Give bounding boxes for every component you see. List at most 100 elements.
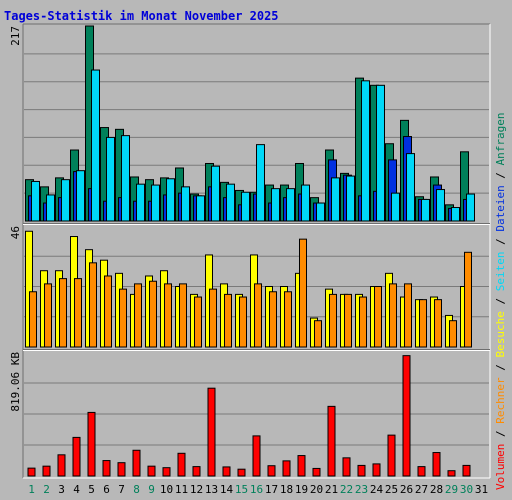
day-label-8: 8 [133,483,140,496]
bar-volumen-day-18 [282,460,291,477]
bar-rechner-day-1 [29,291,37,348]
legend-item-rechner: Rechner [494,377,507,424]
bar-rechner-day-8 [134,283,142,348]
day-label-7: 7 [118,483,125,496]
legend-separator: / [494,358,507,378]
bar-rechner-day-13 [209,288,217,348]
bar-volumen-day-13 [207,387,216,477]
chart-title: Tages-Statistik im Monat November 2025 [4,9,279,23]
bar-seiten-day-28 [436,189,445,222]
bar-seiten-day-27 [421,198,430,222]
bar-rechner-day-25 [389,283,397,348]
bar-rechner-day-2 [44,283,52,348]
day-label-22: 22 [340,483,353,496]
bar-rechner-day-3 [59,278,67,348]
bar-rechner-day-11 [179,283,187,348]
bar-rechner-day-5 [89,262,97,348]
bar-volumen-day-7 [117,462,126,477]
legend-separator: / [494,424,507,444]
bar-volumen-day-9 [147,465,156,477]
day-label-28: 28 [430,483,443,496]
day-label-10: 10 [160,483,173,496]
bar-rechner-day-17 [269,291,277,348]
bar-seiten-day-26 [406,153,415,222]
bar-rechner-day-7 [119,288,127,348]
bar-rechner-day-29 [449,320,457,348]
bar-seiten-day-14 [226,183,235,222]
legend-item-seiten: Seiten [494,252,507,292]
bar-volumen-day-27 [417,466,426,477]
bar-seiten-day-3 [61,179,70,222]
legend-separator: / [494,165,507,185]
bar-seiten-day-11 [181,186,190,222]
legend: Volumen / Rechner / Besuche / Seiten / D… [494,112,507,490]
bar-seiten-day-30 [466,193,475,222]
day-label-13: 13 [205,483,218,496]
bar-volumen-day-4 [72,436,81,477]
bar-rechner-day-16 [254,283,262,348]
legend-item-anfragen: Anfragen [494,112,507,165]
legend-item-dateien: Dateien [494,185,507,231]
ymax-label-requests: 217 [9,26,22,46]
day-label-16: 16 [250,483,263,496]
bar-seiten-day-19 [301,184,310,222]
day-label-3: 3 [58,483,65,496]
day-label-25: 25 [385,483,398,496]
bar-volumen-day-23 [357,464,366,477]
bar-seiten-day-4 [76,170,85,222]
day-label-30: 30 [460,483,473,496]
bar-seiten-day-6 [106,136,115,222]
day-label-27: 27 [415,483,428,496]
bar-volumen-day-28 [432,452,441,477]
day-label-24: 24 [370,483,384,496]
bar-seiten-day-2 [46,194,55,222]
bar-volumen-day-11 [177,452,186,477]
bar-rechner-day-24 [374,286,382,348]
bar-seiten-day-9 [151,184,160,222]
bar-volumen-day-17 [267,465,276,477]
bar-seiten-day-22 [346,175,355,222]
day-label-19: 19 [295,483,308,496]
bar-rechner-day-27 [419,299,427,348]
legend-separator: / [494,291,507,311]
day-label-1: 1 [28,483,35,496]
bar-seiten-day-18 [286,188,295,222]
bar-rechner-day-19 [299,238,307,348]
bar-volumen-day-25 [387,434,396,477]
bar-rechner-day-4 [74,278,82,348]
bar-volumen-day-3 [57,454,66,477]
bar-rechner-day-26 [404,283,412,348]
day-label-4: 4 [73,483,80,496]
bar-rechner-day-15 [239,296,247,348]
day-label-26: 26 [400,483,413,496]
day-label-2: 2 [43,483,50,496]
bar-volumen-day-24 [372,463,381,477]
day-label-11: 11 [175,483,188,496]
bar-volumen-day-2 [42,465,51,477]
plot-area [23,24,490,478]
bar-seiten-day-1 [31,180,40,222]
ymax-label-volume: 819.06 KB [9,352,22,412]
bar-seiten-day-23 [361,80,370,222]
bar-seiten-day-17 [271,188,280,222]
legend-item-volumen: Volumen [494,444,507,490]
bar-volumen-day-29 [447,470,456,477]
bar-volumen-day-22 [342,457,351,477]
bar-rechner-day-14 [224,293,232,348]
bar-volumen-day-5 [87,411,96,477]
bar-rechner-day-30 [464,251,472,348]
bar-volumen-day-26 [402,355,411,477]
day-label-23: 23 [355,483,368,496]
bar-volumen-day-8 [132,449,141,477]
bar-seiten-day-13 [211,165,220,222]
day-label-6: 6 [103,483,110,496]
day-label-9: 9 [148,483,155,496]
bar-volumen-day-14 [222,466,231,477]
day-label-14: 14 [220,483,234,496]
day-label-15: 15 [235,483,248,496]
bar-seiten-day-15 [241,191,250,222]
bar-seiten-day-24 [376,84,385,222]
bar-rechner-day-20 [314,320,322,348]
